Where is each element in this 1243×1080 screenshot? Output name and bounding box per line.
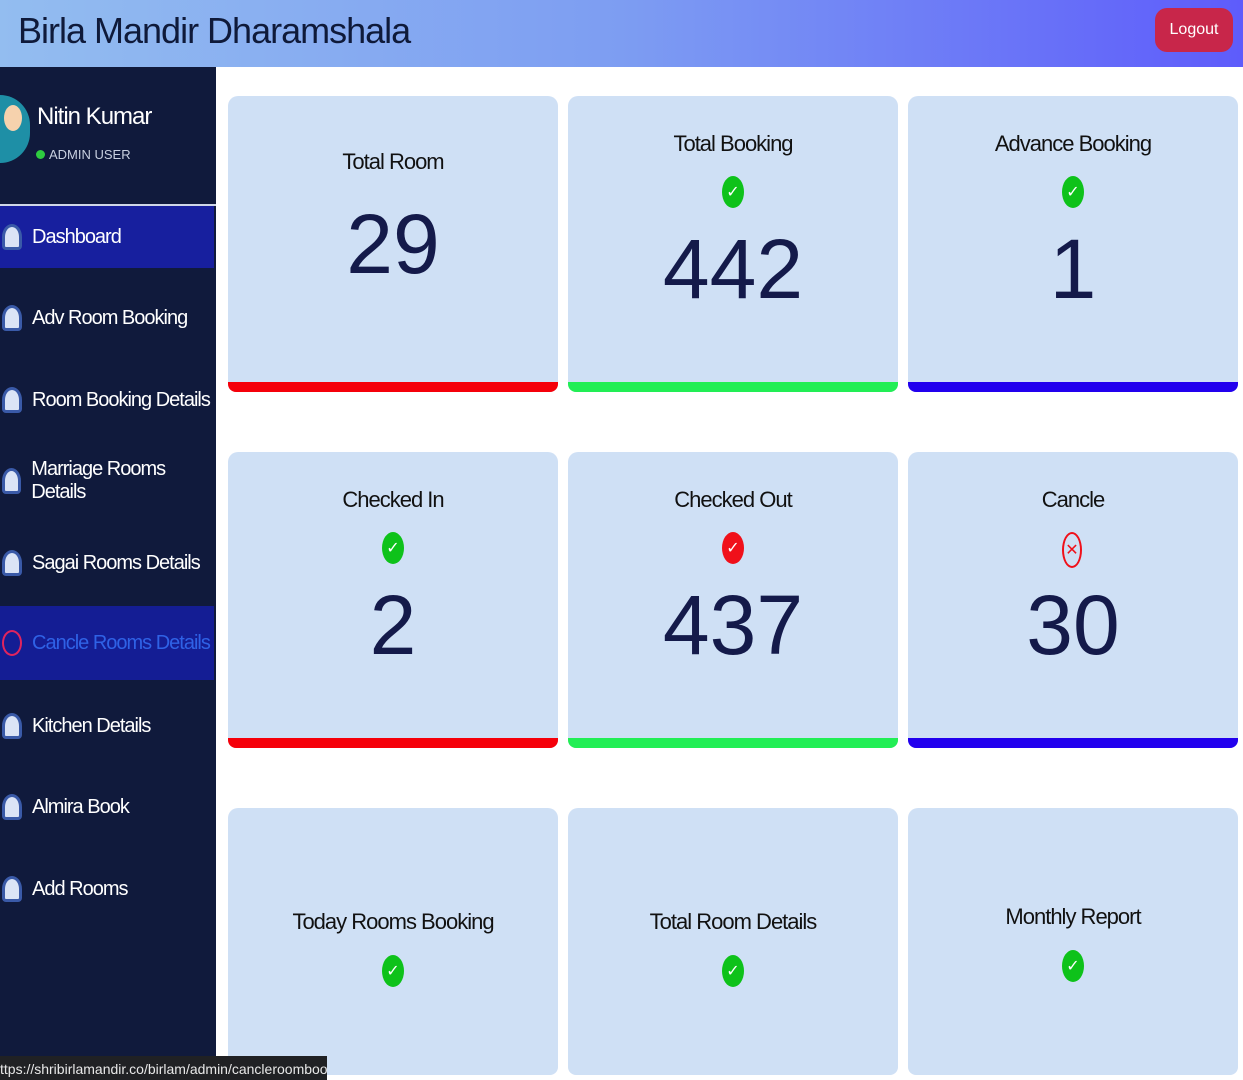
stat-card[interactable]: Total Room Details ✓: [568, 808, 898, 1075]
card-title: Monthly Report: [1005, 904, 1141, 929]
stat-card[interactable]: Monthly Report ✓: [908, 808, 1238, 1075]
separator: [0, 204, 216, 206]
card-value: 437: [662, 578, 804, 672]
menu-label: Add Rooms: [32, 877, 128, 900]
menu-item[interactable]: Dashboard: [0, 206, 214, 268]
stat-card[interactable]: Cancle ✕ 30: [908, 452, 1238, 748]
card-bar: [908, 738, 1238, 748]
menu-icon: [2, 876, 22, 902]
menu-item[interactable]: Almira Book: [0, 776, 214, 838]
status-icon: ✓: [722, 955, 744, 987]
menu-label: Room Booking Details: [32, 388, 211, 411]
card-title: Cancle: [1041, 487, 1105, 512]
status-icon: ✓: [722, 176, 744, 208]
card-title: Checked Out: [674, 487, 792, 512]
menu-item[interactable]: Sagai Rooms Details: [0, 532, 214, 594]
stat-card[interactable]: Checked In ✓ 2: [228, 452, 558, 748]
stat-card[interactable]: Advance Booking ✓ 1: [908, 96, 1238, 392]
menu-item[interactable]: Cancle Rooms Details: [0, 606, 214, 680]
menu-label: Kitchen Details: [32, 714, 151, 737]
card-bar: [568, 382, 898, 392]
header: Birla Mandir Dharamshala Logout: [0, 0, 1243, 67]
menu-item[interactable]: Add Rooms: [0, 858, 214, 920]
user-name: Nitin Kumar: [37, 103, 152, 130]
card-title: Advance Booking: [994, 131, 1152, 156]
status-icon: ✓: [382, 532, 404, 564]
card-value: 30: [1026, 578, 1120, 672]
card-value: 1: [1049, 222, 1097, 316]
stat-card[interactable]: Checked Out ✓ 437: [568, 452, 898, 748]
status-icon: ✓: [382, 955, 404, 987]
menu-icon: [2, 305, 22, 331]
status-icon: ✓: [722, 532, 744, 564]
card-title: Checked In: [342, 487, 444, 512]
menu-icon: [2, 550, 22, 576]
status-icon: ✓: [1062, 176, 1084, 208]
card-bar: [568, 738, 898, 748]
card-value: 442: [662, 222, 804, 316]
menu-icon: [2, 794, 22, 820]
site-title: Birla Mandir Dharamshala: [18, 10, 411, 51]
menu-icon: [2, 468, 22, 494]
stat-card[interactable]: Today Rooms Booking ✓: [228, 808, 558, 1075]
menu-icon: [2, 387, 22, 413]
menu-icon: [2, 713, 22, 739]
menu-icon: [2, 224, 22, 250]
card-value: 2: [369, 578, 417, 672]
status-icon: ✓: [1062, 950, 1084, 982]
card-title: Total Booking: [673, 131, 793, 156]
menu-item[interactable]: Kitchen Details: [0, 695, 214, 757]
sidebar: Nitin Kumar ADMIN USER Dashboard Adv Room…: [0, 67, 216, 1080]
stat-card[interactable]: Total Room 29: [228, 96, 558, 392]
card-title: Total Room Details: [649, 909, 818, 934]
menu-item[interactable]: Room Booking Details: [0, 369, 214, 431]
menu-label: Sagai Rooms Details: [32, 551, 201, 574]
menu-label: Dashboard: [32, 225, 122, 248]
avatar: [0, 95, 30, 163]
menu-label: Almira Book: [32, 795, 130, 818]
card-bar: [228, 382, 558, 392]
logout-button[interactable]: Logout: [1155, 8, 1233, 52]
menu-item[interactable]: Marriage Rooms Details: [0, 450, 214, 512]
menu-label: Marriage Rooms Details: [31, 458, 166, 503]
user-role: ADMIN USER: [36, 147, 131, 162]
menu-icon: [2, 630, 22, 656]
card-bar: [908, 382, 1238, 392]
card-title: Total Room: [342, 149, 444, 174]
status-icon: ✕: [1062, 532, 1082, 568]
card-title: Today Rooms Booking: [292, 909, 494, 934]
status-bar: ttps://shribirlamandir.co/birlam/admin/c…: [0, 1056, 327, 1080]
menu-label: Adv Room Booking: [32, 306, 188, 329]
card-bar: [228, 738, 558, 748]
card-value: 29: [346, 197, 440, 291]
menu-item[interactable]: Adv Room Booking: [0, 287, 214, 349]
menu-label: Cancle Rooms Details: [32, 631, 211, 654]
stat-card[interactable]: Total Booking ✓ 442: [568, 96, 898, 392]
